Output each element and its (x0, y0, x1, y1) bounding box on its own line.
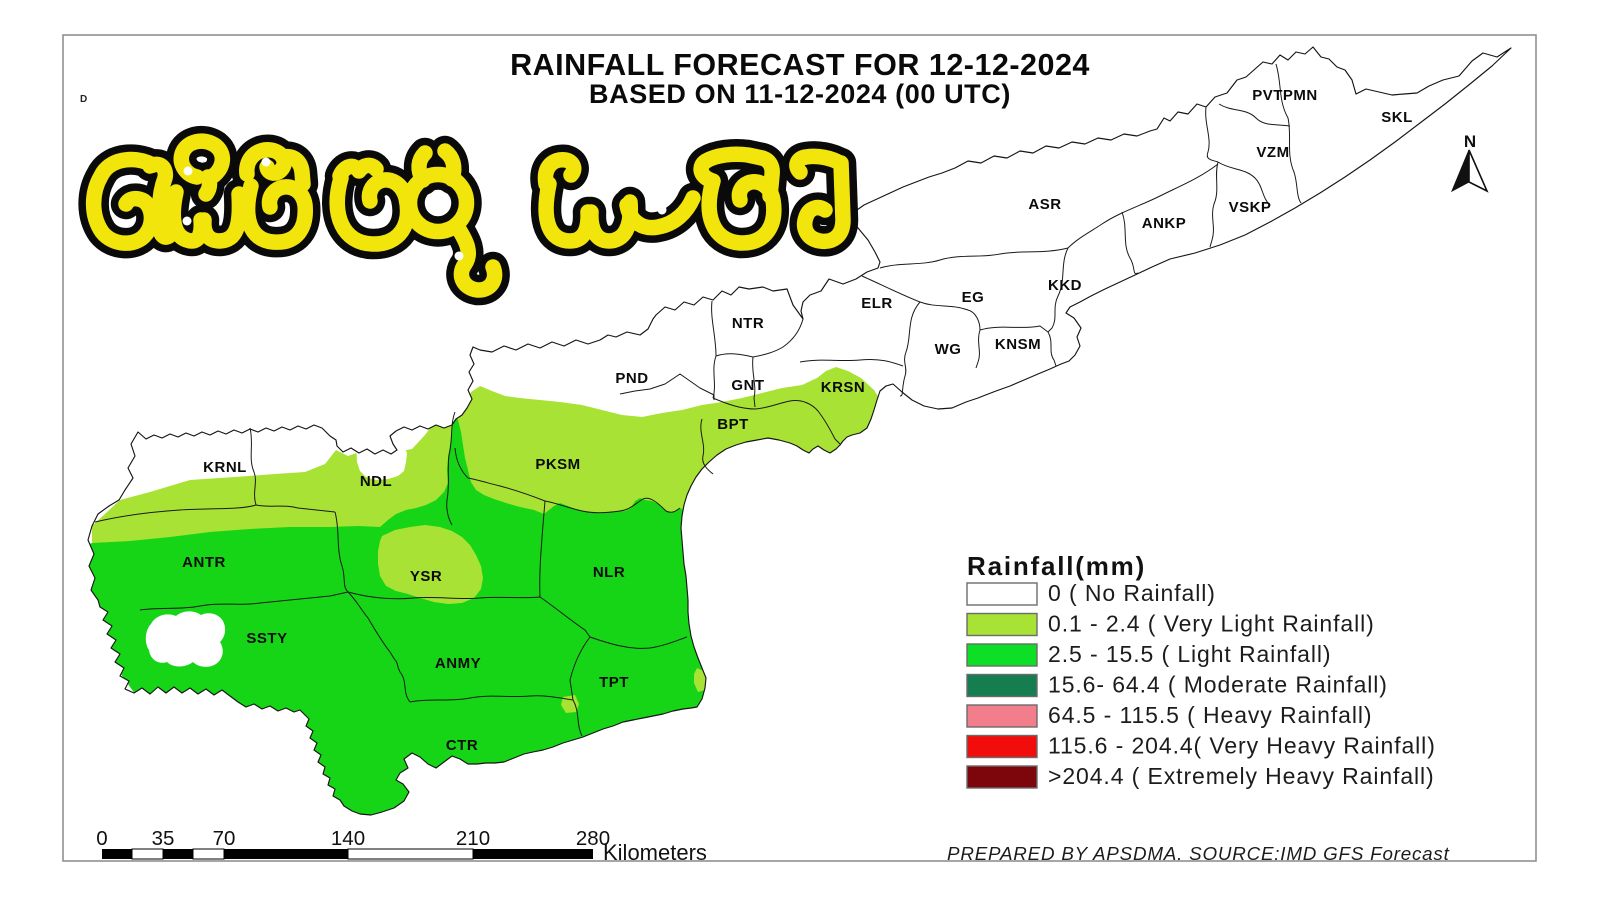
svg-text:BASED ON 11-12-2024 (00 UTC): BASED ON 11-12-2024 (00 UTC) (589, 79, 1011, 109)
svg-text:RAINFALL FORECAST FOR 12-12-20: RAINFALL FORECAST FOR 12-12-2024 (510, 48, 1090, 82)
svg-text:SSTY: SSTY (246, 630, 287, 647)
svg-text:PVTPMN: PVTPMN (1252, 87, 1318, 104)
svg-text:KRSN: KRSN (821, 379, 866, 396)
svg-text:115.6 - 204.4( Very Heavy Rain: 115.6 - 204.4( Very Heavy Rainfall) (1048, 733, 1436, 759)
svg-text:70: 70 (213, 827, 236, 850)
svg-text:Rainfall(mm): Rainfall(mm) (967, 551, 1146, 581)
svg-text:ELR: ELR (861, 295, 893, 312)
svg-text:VSKP: VSKP (1229, 199, 1272, 216)
svg-text:CTR: CTR (446, 737, 478, 754)
svg-text:BPT: BPT (717, 416, 749, 433)
svg-text:EG: EG (962, 289, 985, 306)
svg-text:KNSM: KNSM (995, 336, 1041, 353)
svg-text:YSR: YSR (410, 568, 442, 585)
svg-text:ASR: ASR (1028, 196, 1061, 213)
svg-text:>204.4 ( Extremely Heavy Rainf: >204.4 ( Extremely Heavy Rainfall) (1048, 763, 1435, 789)
svg-text:GNT: GNT (731, 377, 764, 394)
svg-text:PKSM: PKSM (535, 456, 580, 473)
svg-text:2.5 - 15.5 ( Light Rainfall): 2.5 - 15.5 ( Light Rainfall) (1048, 641, 1331, 667)
svg-text:140: 140 (331, 827, 365, 850)
svg-text:KKD: KKD (1048, 277, 1082, 294)
svg-text:64.5 - 115.5 ( Heavy Rainfall): 64.5 - 115.5 ( Heavy Rainfall) (1048, 702, 1372, 728)
svg-text:N: N (1464, 132, 1476, 151)
svg-text:NDL: NDL (360, 473, 392, 490)
svg-text:0 ( No Rainfall): 0 ( No Rainfall) (1048, 580, 1216, 606)
svg-text:ANTR: ANTR (182, 554, 226, 571)
svg-text:VZM: VZM (1256, 144, 1289, 161)
svg-text:35: 35 (152, 827, 175, 850)
svg-text:WG: WG (935, 341, 962, 358)
svg-text:ANKP: ANKP (1142, 215, 1187, 232)
svg-text:15.6- 64.4 ( Moderate Rainfall: 15.6- 64.4 ( Moderate Rainfall) (1048, 672, 1388, 698)
svg-text:PND: PND (615, 370, 648, 387)
svg-text:0.1 - 2.4 ( Very Light Rainfal: 0.1 - 2.4 ( Very Light Rainfall) (1048, 611, 1375, 637)
svg-text:210: 210 (456, 827, 490, 850)
svg-text:SKL: SKL (1381, 109, 1413, 126)
svg-text:Kilometers: Kilometers (603, 840, 707, 865)
svg-text:TPT: TPT (599, 674, 629, 691)
svg-text:280: 280 (576, 827, 610, 850)
svg-text:ANMY: ANMY (435, 655, 481, 672)
svg-text:0: 0 (96, 827, 107, 850)
svg-text:NLR: NLR (593, 564, 625, 581)
svg-text:D: D (80, 94, 87, 105)
svg-text:KRNL: KRNL (203, 459, 247, 476)
svg-text:PREPARED BY APSDMA. SOURCE:IMD: PREPARED BY APSDMA. SOURCE:IMD GFS Forec… (947, 843, 1450, 864)
svg-text:NTR: NTR (732, 315, 764, 332)
